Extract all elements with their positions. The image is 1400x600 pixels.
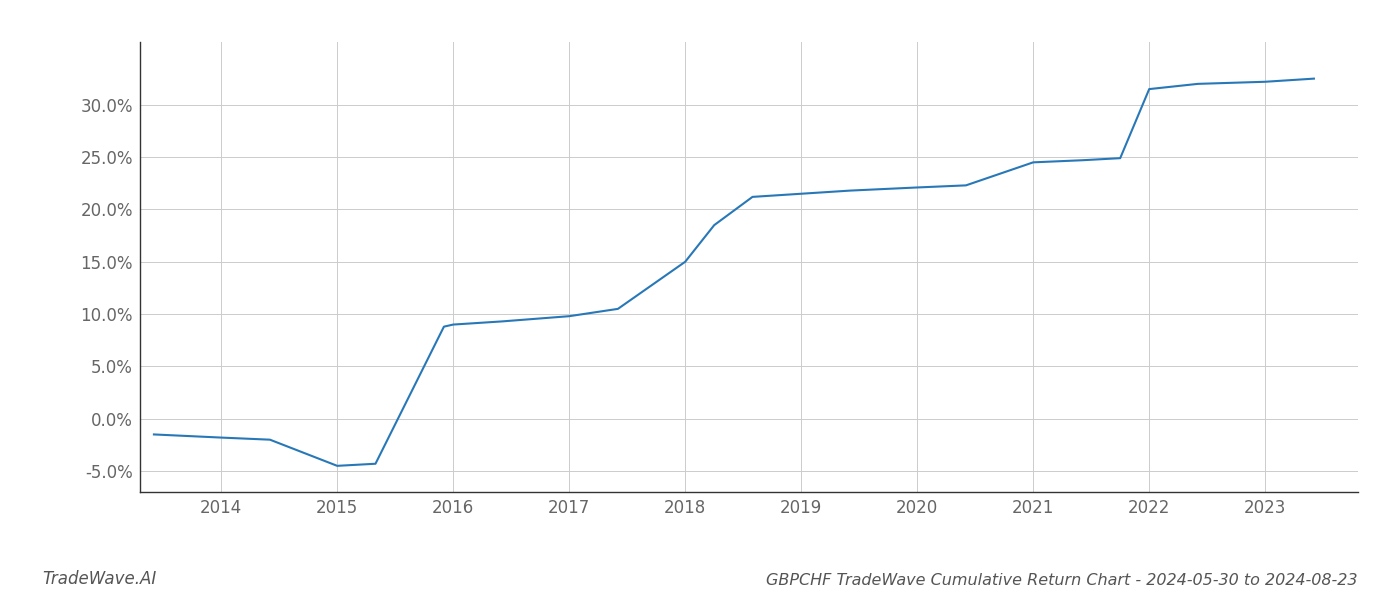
- Text: TradeWave.AI: TradeWave.AI: [42, 570, 157, 588]
- Text: GBPCHF TradeWave Cumulative Return Chart - 2024-05-30 to 2024-08-23: GBPCHF TradeWave Cumulative Return Chart…: [767, 573, 1358, 588]
